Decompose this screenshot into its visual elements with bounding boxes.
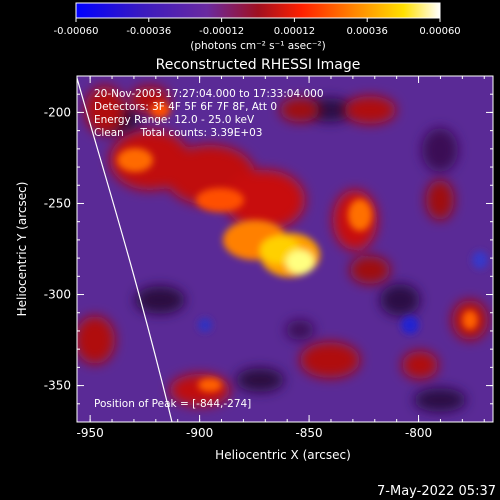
axis-ticks: -950 -900 -850 -800 -200 -250 -300 -350 xyxy=(44,75,493,440)
x-axis-label: Heliocentric X (arcsec) xyxy=(215,448,351,462)
solar-limb-line xyxy=(77,77,173,422)
mottling-dark xyxy=(100,98,466,412)
colorbar-tick-label: 0.00060 xyxy=(419,26,460,37)
x-tick-label: -950 xyxy=(77,426,104,440)
y-tick-label: -200 xyxy=(44,105,71,119)
x-tick-label: -900 xyxy=(186,426,213,440)
info-line-energy: Energy Range: 12.0 - 25.0 keV xyxy=(94,114,255,126)
colorbar-units-label: (photons cm⁻² s⁻¹ asec⁻²) xyxy=(190,40,325,52)
info-line-detectors: Detectors: 3F 4F 5F 6F 7F 8F, Att 0 xyxy=(94,101,277,113)
footer-timestamp: 7-May-2022 05:37 xyxy=(377,484,496,499)
x-tick-label: -850 xyxy=(295,426,322,440)
colorbar-tick-label: 0.00012 xyxy=(274,26,315,37)
colorbar-frame xyxy=(75,2,441,19)
y-axis-label: Heliocentric Y (arcsec) xyxy=(15,182,29,317)
colorbar-tick-label: -0.00036 xyxy=(126,26,171,37)
emission-core xyxy=(117,102,478,392)
plot-frame xyxy=(76,75,494,423)
solar-image xyxy=(77,76,493,422)
colorbar-gradient xyxy=(76,3,440,18)
peak-position-label: Position of Peak = [-844,-274] xyxy=(94,398,251,410)
image-title: Reconstructed RHESSI Image xyxy=(156,57,361,73)
colorbar-tick-label: -0.00060 xyxy=(54,26,99,37)
y-tick-label: -300 xyxy=(44,288,71,302)
colorbar: -0.00060 -0.00036 -0.00012 0.00012 0.00036 0.… xyxy=(54,2,461,52)
colorbar-ticks: -0.00060 -0.00036 -0.00012 0.00012 0.00036 0.… xyxy=(54,18,461,37)
y-tick-label: -250 xyxy=(44,196,71,210)
info-line-time: 20-Nov-2003 17:27:04.000 to 17:33:04.000 xyxy=(94,88,324,100)
colorbar-tick-label: 0.00036 xyxy=(347,26,388,37)
info-line-clean: Clean Total counts: 3.39E+03 xyxy=(94,127,263,139)
info-text: 20-Nov-2003 17:27:04.000 to 17:33:04.000… xyxy=(94,88,324,139)
colorbar-tick-label: -0.00012 xyxy=(199,26,244,37)
x-tick-label: -800 xyxy=(405,426,432,440)
y-tick-label: -350 xyxy=(44,379,71,393)
mottling-blue xyxy=(183,154,488,334)
